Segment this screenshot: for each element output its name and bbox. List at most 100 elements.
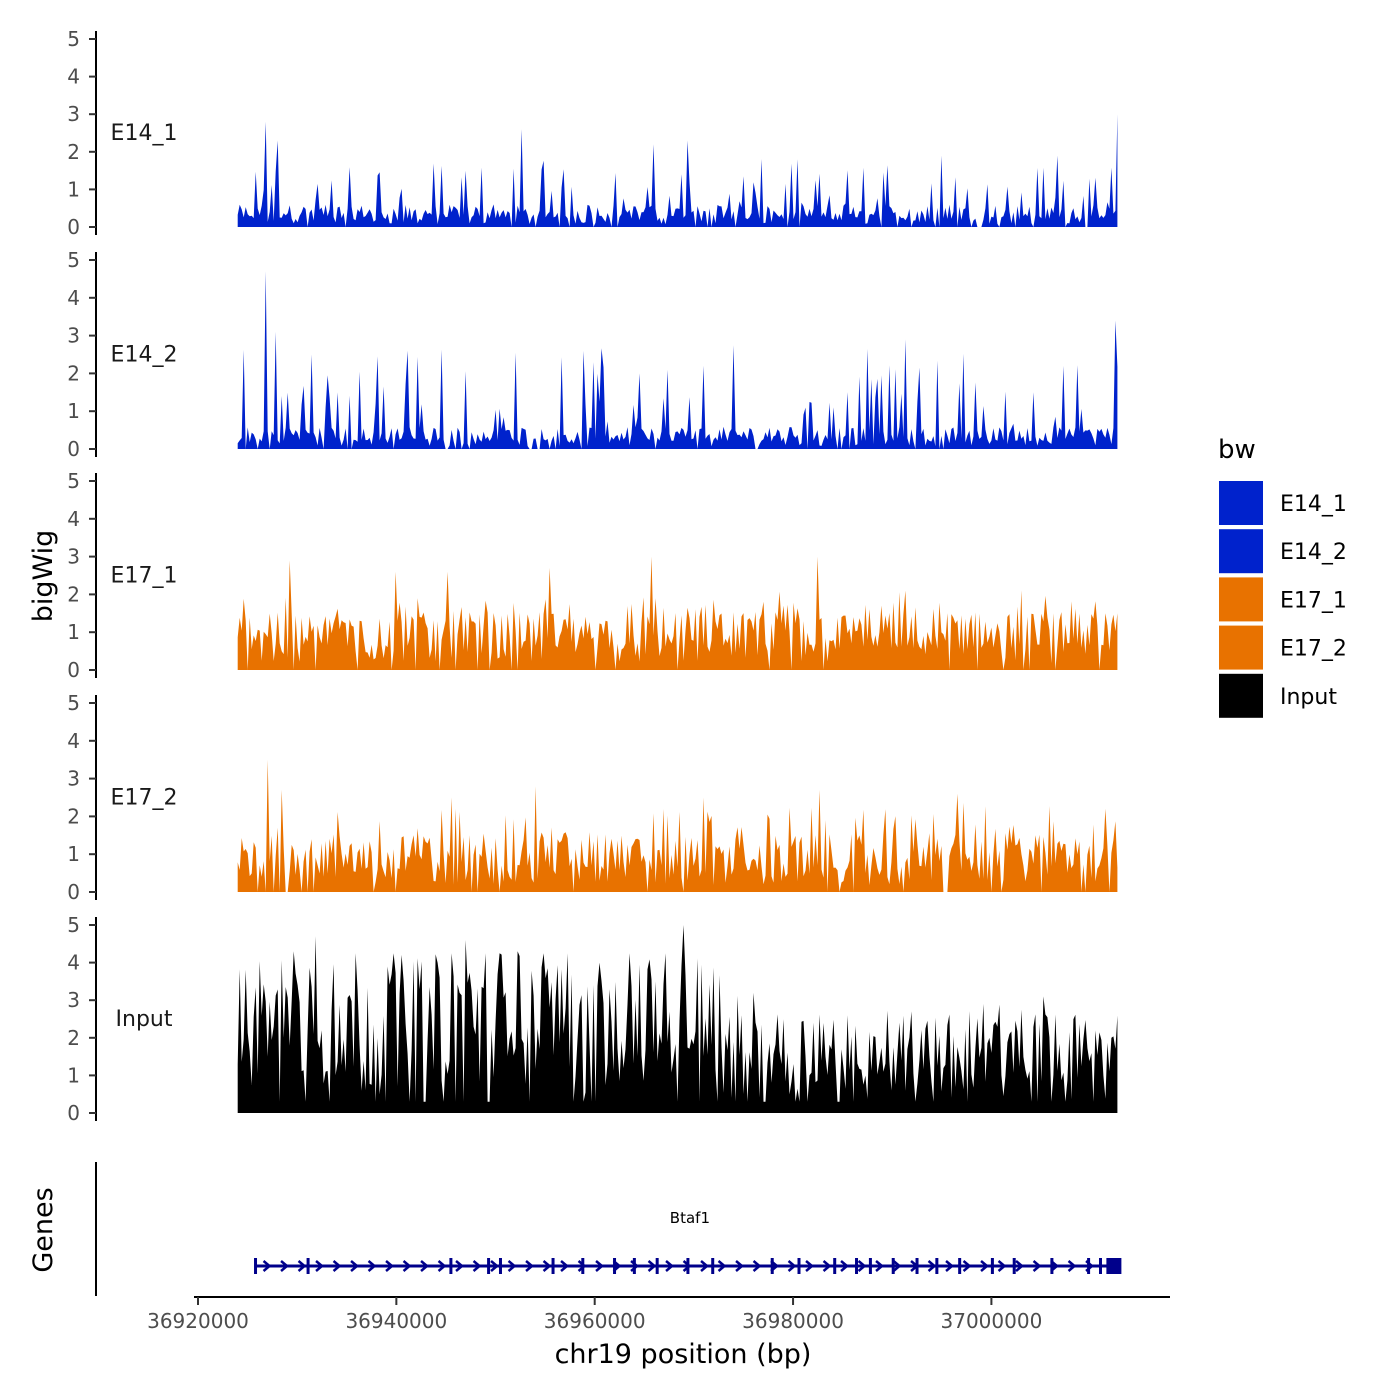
- track-panel-E17_1: 0 1 2 3 4 5 E17_1: [67, 469, 1118, 682]
- strand-chevron: [507, 1260, 517, 1272]
- track-label-Input: Input: [116, 1007, 173, 1032]
- y-axis-title: bigWig: [28, 530, 59, 623]
- track-panel-E14_1: 0 1 2 3 4 5 E14_1: [67, 27, 1118, 239]
- strand-chevron: [577, 1260, 587, 1272]
- strand-chevron: [262, 1260, 272, 1272]
- x-axis: chr19 position (bp) 36920000 36940000 3696…: [147, 1296, 1170, 1370]
- track-label-E14_2: E14_2: [111, 343, 178, 368]
- exon-21: [990, 1258, 994, 1274]
- gene-name-label: Btaf1: [670, 1209, 710, 1227]
- legend: bw E14_1 E14_2 E17_1 E17_2 Input: [1218, 435, 1347, 718]
- y-tick-label-E17_2-3: 3: [67, 767, 80, 791]
- exon-22: [1012, 1258, 1016, 1274]
- y-tick-label-E17_1-1: 1: [67, 620, 80, 644]
- x-tick-label-36980000: 36980000: [742, 1309, 844, 1333]
- exon-14: [833, 1258, 837, 1274]
- strand-chevron: [682, 1260, 692, 1272]
- track-label-E14_1: E14_1: [111, 121, 178, 146]
- y-tick-label-E17_1-0: 0: [67, 658, 80, 682]
- strand-chevron: [647, 1260, 657, 1272]
- strand-chevron: [560, 1260, 569, 1272]
- y-tick-label-Input-1: 1: [67, 1063, 80, 1087]
- x-axis-title: chr19 position (bp): [555, 1339, 812, 1370]
- strand-chevron: [945, 1260, 954, 1272]
- y-tick-label-E14_1-4: 4: [67, 65, 80, 89]
- signal-area-E17_2: [237, 759, 1118, 892]
- strand-chevron: [315, 1260, 324, 1272]
- legend-swatch-E17_1: [1219, 577, 1263, 622]
- track-label-E17_1: E17_1: [111, 564, 178, 589]
- y-tick-label-Input-0: 0: [67, 1101, 80, 1125]
- strand-chevron: [665, 1260, 674, 1272]
- gene-track: Genes Btaf1: [28, 1162, 1122, 1296]
- x-tick-label-36940000: 36940000: [345, 1309, 447, 1333]
- y-tick-label-E14_2-2: 2: [67, 361, 80, 385]
- strand-chevron: [980, 1260, 989, 1272]
- strand-chevron: [735, 1260, 744, 1272]
- strand-chevron: [542, 1260, 552, 1272]
- track-label-E17_2: E17_2: [111, 786, 178, 811]
- legend-label-E14_1: E14_1: [1280, 492, 1347, 517]
- gene-track-title: Genes: [28, 1187, 59, 1272]
- y-tick-label-E14_2-4: 4: [67, 286, 80, 310]
- exon-13: [797, 1258, 801, 1274]
- signal-area-E14_1: [237, 114, 1118, 227]
- y-tick-label-E14_1-5: 5: [67, 27, 80, 51]
- exon-5: [551, 1258, 555, 1274]
- strand-chevron: [927, 1260, 937, 1272]
- exon-0: [254, 1258, 258, 1274]
- y-tick-label-Input-5: 5: [67, 913, 80, 937]
- exon-7: [613, 1258, 617, 1274]
- y-tick-label-E17_1-2: 2: [67, 582, 80, 606]
- signal-area-Input: [237, 925, 1118, 1113]
- y-tick-label-E14_1-1: 1: [67, 177, 80, 201]
- exon-10: [686, 1258, 690, 1274]
- strand-chevron: [857, 1260, 867, 1272]
- y-tick-label-Input-4: 4: [67, 951, 80, 975]
- y-tick-label-E14_1-0: 0: [67, 215, 80, 239]
- strand-chevron: [787, 1260, 797, 1272]
- exon-19: [935, 1258, 939, 1274]
- strand-chevron: [892, 1260, 902, 1272]
- strand-chevron: [367, 1260, 377, 1272]
- strand-chevron: [385, 1260, 394, 1272]
- strand-chevron: [490, 1260, 499, 1272]
- strand-chevron: [840, 1260, 849, 1272]
- x-tick-label-36920000: 36920000: [147, 1309, 249, 1333]
- x-tick-label-36960000: 36960000: [544, 1309, 646, 1333]
- strand-chevron: [402, 1260, 412, 1272]
- legend-label-E17_2: E17_2: [1280, 637, 1347, 662]
- y-tick-label-E17_2-5: 5: [67, 691, 80, 715]
- strand-chevron: [822, 1260, 832, 1272]
- legend-label-E17_1: E17_1: [1280, 588, 1347, 613]
- exon-9: [655, 1258, 659, 1274]
- strand-chevron: [717, 1260, 727, 1272]
- exon-4: [498, 1258, 502, 1274]
- legend-label-Input: Input: [1280, 685, 1337, 710]
- track-panel-E14_2: 0 1 2 3 4 5 E14_2: [67, 248, 1118, 461]
- legend-swatch-E14_2: [1219, 529, 1263, 574]
- strand-chevron: [752, 1260, 762, 1272]
- y-tick-label-E14_2-1: 1: [67, 399, 80, 423]
- y-tick-label-E17_2-0: 0: [67, 880, 80, 904]
- exon-8: [632, 1258, 636, 1274]
- exon-17: [891, 1258, 895, 1274]
- exon-23: [1050, 1258, 1054, 1274]
- strand-chevron: [1015, 1260, 1024, 1272]
- strand-chevron: [525, 1260, 534, 1272]
- strand-chevron: [875, 1260, 884, 1272]
- strand-chevron: [805, 1260, 814, 1272]
- exon-24: [1087, 1258, 1091, 1274]
- y-tick-label-E14_1-3: 3: [67, 102, 80, 126]
- y-tick-label-Input-3: 3: [67, 988, 80, 1012]
- strand-chevron: [595, 1260, 604, 1272]
- exon-6: [581, 1258, 585, 1274]
- signal-area-E17_1: [237, 556, 1118, 670]
- strand-chevron: [997, 1260, 1007, 1272]
- y-tick-label-E17_1-3: 3: [67, 545, 80, 569]
- legend-swatch-Input: [1219, 673, 1263, 718]
- bigwig-tracks: 0 1 2 3 4 5 E14_1 0 1 2 3 4 5 E14_2 0 1 2 3 4 5 E17_1 0 1 2 3 4 5 E…: [67, 27, 1118, 1125]
- x-tick-label-37000000: 37000000: [941, 1309, 1043, 1333]
- strand-chevron: [472, 1260, 482, 1272]
- strand-chevron: [350, 1260, 359, 1272]
